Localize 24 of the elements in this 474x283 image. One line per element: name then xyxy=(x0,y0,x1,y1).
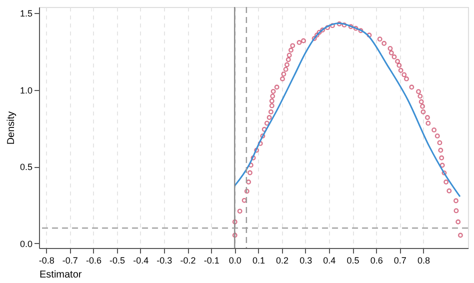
x-tick-label: -0.4 xyxy=(133,256,149,266)
x-tick-label: 0.2 xyxy=(276,256,289,266)
x-tick-label: 0.6 xyxy=(370,256,383,266)
x-tick-label: 0.4 xyxy=(323,256,336,266)
y-axis-title: Density xyxy=(6,111,17,145)
x-tick-label: -0.5 xyxy=(110,256,126,266)
x-axis-title: Estimator xyxy=(40,270,82,280)
x-tick-label: 0.0 xyxy=(228,256,242,266)
x-tick-label: -0.1 xyxy=(204,256,220,266)
x-tick-label: 0.1 xyxy=(252,256,265,266)
x-tick-label: -0.6 xyxy=(86,256,102,266)
x-tick-label: -0.8 xyxy=(38,256,54,266)
x-tick-label: 0.8 xyxy=(417,256,430,266)
y-tick-label: 0.5 xyxy=(20,162,32,172)
x-tick-label: 0.5 xyxy=(346,256,360,266)
y-tick-label: 0.0 xyxy=(20,238,32,249)
y-tick-label: 1.5 xyxy=(20,8,32,19)
x-tick-label: -0.3 xyxy=(156,256,172,266)
y-tick-label: 1.0 xyxy=(20,85,32,96)
x-tick-label: -0.7 xyxy=(62,256,78,266)
x-tick-label: -0.2 xyxy=(180,256,196,266)
line-series xyxy=(234,22,461,198)
x-tick-label: 0.3 xyxy=(300,256,312,266)
x-tick-label: 0.7 xyxy=(394,256,406,266)
